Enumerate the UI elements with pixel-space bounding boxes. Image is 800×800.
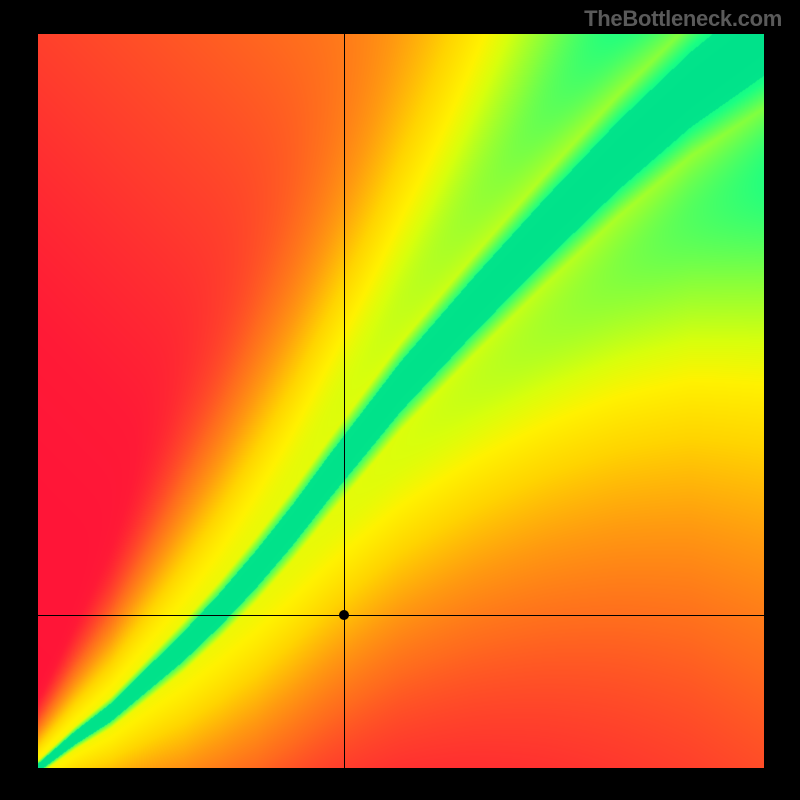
crosshair-vertical <box>344 34 345 768</box>
selection-marker <box>339 610 349 620</box>
crosshair-horizontal <box>38 615 764 616</box>
watermark-text: TheBottleneck.com <box>584 6 782 32</box>
heatmap-canvas <box>38 34 764 768</box>
heatmap-plot-area <box>38 34 764 768</box>
